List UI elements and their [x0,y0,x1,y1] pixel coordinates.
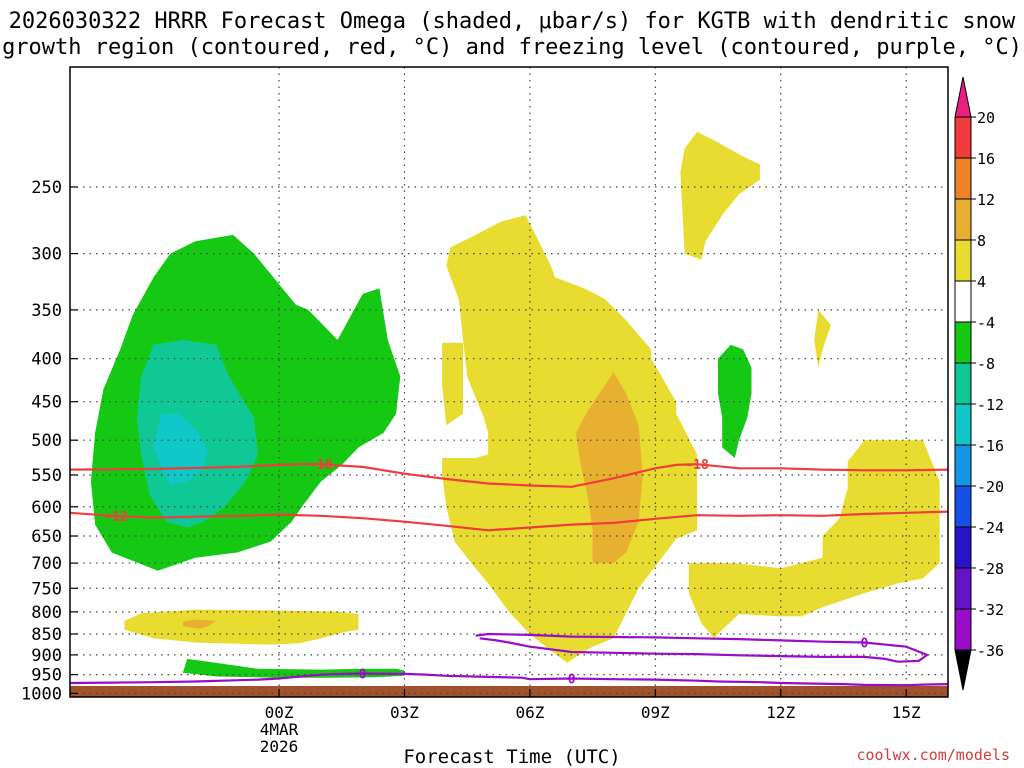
freezing-level-0-line [69,672,949,687]
x-axis-label: Forecast Time (UTC) [403,746,621,768]
freezing-level-0-upper-label-0: 0 [860,636,868,651]
omega-region-11 [575,372,643,564]
colorbar-swatch-12 [954,608,972,651]
grid-lines [70,67,948,697]
colorbar-label-7: -12 [977,396,1004,414]
contour-lines: -18 -18 -12 0 0 0 [69,458,949,687]
omega-region-1 [182,658,405,678]
shaded-regions [70,131,948,697]
colorbar-label-5: -4 [977,314,995,332]
axes: 2503003504004505005506006507007508008509… [21,66,949,756]
colorbar-swatch-3 [954,239,972,282]
surface-terrain [70,685,948,697]
colorbar-swatch-0 [954,116,972,159]
colorbar-swatch-8 [954,444,972,487]
colorbar-label-3: 8 [977,232,986,250]
y-tick-label-600: 600 [31,498,62,518]
dendritic-minus18-label-0: -18 [309,458,333,473]
omega-region-9 [814,309,831,368]
chart-title-line1: 2026030322 HRRR Forecast Omega (shaded, … [8,9,1016,34]
colorbar-label-4: 4 [977,273,986,291]
colorbar-label-1: 16 [977,150,995,168]
omega-region-5 [124,609,359,645]
freezing-level-0-label-1: 0 [568,672,576,687]
chart-title-line2: growth region (contoured, red, °C) and f… [2,35,1022,60]
colorbar-swatch-6 [954,362,972,405]
y-tick-label-650: 650 [31,527,62,547]
omega-region-0 [90,234,401,571]
y-tick-label-250: 250 [31,178,62,198]
colorbar-label-8: -16 [977,437,1004,455]
omega-region-6 [442,215,698,663]
colorbar-label-6: -8 [977,355,995,373]
colorbar-label-12: -32 [977,601,1004,619]
x-tick-label-6-0: 06Z [515,703,544,722]
y-tick-label-900: 900 [31,646,62,666]
x-tick-label-0-2: 2026 [260,737,299,756]
plot-frame [69,66,949,698]
colorbar-swatch-5 [954,321,972,364]
y-tick-label-400: 400 [31,350,62,370]
y-tick-label-700: 700 [31,554,62,574]
dendritic-minus18-line [69,463,949,488]
colorbar-bottom-arrow [954,649,972,691]
freezing-level-0-label-0: 0 [359,667,367,682]
colorbar-swatch-7 [954,403,972,446]
y-tick-label-1000: 1000 [21,684,62,704]
colorbar-swatch-11 [954,567,972,610]
freezing-level-0-upper-line [475,632,930,663]
colorbar: 20 16 12 8 4 -4 -8 -12 -16 -20 -24 -28 -32 -36 [954,76,1004,691]
colorbar-swatch-1 [954,157,972,200]
colorbar-swatch-2 [954,198,972,241]
colorbar-label-10: -24 [977,519,1004,537]
colorbar-swatch-4 [954,280,972,323]
colorbar-label-0: 20 [977,109,995,127]
colorbar-label-9: -20 [977,478,1004,496]
colorbar-label-11: -28 [977,560,1004,578]
colorbar-top-arrow [954,76,972,118]
y-tick-label-850: 850 [31,625,62,645]
dendritic-minus18-label-1: -18 [685,458,709,473]
omega-region-8 [680,131,760,260]
colorbar-swatch-9 [954,485,972,528]
y-tick-label-800: 800 [31,603,62,623]
y-tick-label-950: 950 [31,666,62,686]
omega-region-2 [718,344,752,458]
credit-text[interactable]: coolwx.com/models [856,746,1010,764]
x-tick-label-0-1: 4MAR [260,720,299,739]
x-tick-label-15-0: 15Z [892,703,921,722]
x-tick-label-0-0: 00Z [265,703,294,722]
y-tick-label-750: 750 [31,579,62,599]
y-tick-label-450: 450 [31,393,62,413]
x-tick-label-3-0: 03Z [390,703,419,722]
omega-region-7 [442,342,463,426]
y-tick-label-300: 300 [31,245,62,265]
x-tick-label-12-0: 12Z [766,703,795,722]
x-tick-label-9-0: 09Z [641,703,670,722]
dendritic-minus12-line [69,510,949,532]
y-tick-label-550: 550 [31,466,62,486]
colorbar-label-2: 12 [977,191,995,209]
y-tick-label-500: 500 [31,431,62,451]
colorbar-label-13: -36 [977,642,1004,660]
dendritic-minus12-label-0: -12 [104,510,127,525]
colorbar-swatch-10 [954,526,972,569]
y-tick-label-350: 350 [31,301,62,321]
omega-region-12 [182,619,217,629]
